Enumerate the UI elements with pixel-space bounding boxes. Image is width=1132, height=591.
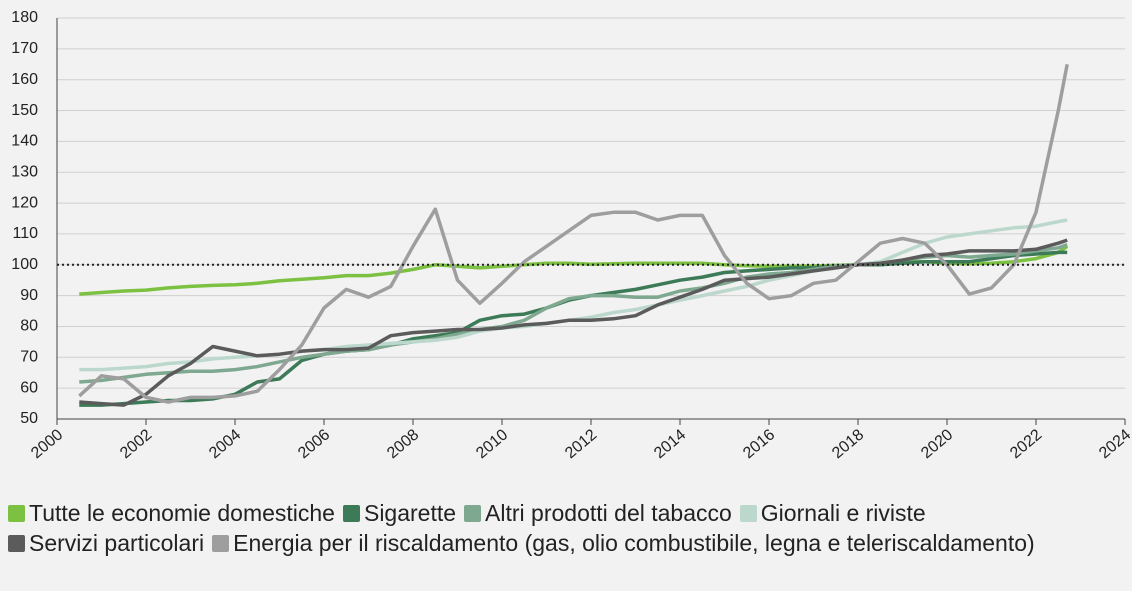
legend-label: Tutte le economie domestiche bbox=[29, 500, 335, 526]
y-tick-label: 140 bbox=[11, 133, 38, 150]
y-tick-label: 130 bbox=[11, 163, 38, 180]
legend-item: Altri prodotti del tabacco bbox=[464, 498, 732, 528]
legend-label: Giornali e riviste bbox=[760, 500, 926, 526]
legend-item: Energia per il riscaldamento (gas, olio … bbox=[212, 528, 1035, 558]
legend-label: Energia per il riscaldamento (gas, olio … bbox=[233, 530, 1035, 556]
legend-item: Giornali e riviste bbox=[739, 498, 926, 528]
y-tick-label: 100 bbox=[11, 256, 38, 273]
x-tick-label: 2014 bbox=[651, 426, 689, 462]
x-tick-label: 2004 bbox=[206, 426, 244, 462]
y-tick-label: 110 bbox=[12, 225, 38, 242]
y-tick-label: 70 bbox=[20, 349, 38, 366]
y-tick-label: 90 bbox=[20, 287, 38, 304]
chart: 50 60 70 80 90 100 110 120 130 140 150 160 170 180 200… bbox=[11, 9, 1132, 462]
legend: Tutte le economie domestiche Sigarette Alt… bbox=[8, 498, 1128, 558]
x-tick-label: 2022 bbox=[1007, 426, 1045, 462]
legend-label: Altri prodotti del tabacco bbox=[485, 500, 732, 526]
legend-swatch bbox=[8, 504, 25, 522]
legend-swatch bbox=[739, 504, 757, 522]
legend-swatch bbox=[212, 534, 230, 552]
series-line bbox=[79, 250, 1068, 407]
legend-label: Sigarette bbox=[363, 500, 457, 526]
series-line bbox=[79, 238, 1068, 407]
legend-swatch bbox=[8, 534, 25, 552]
x-tick-label: 2006 bbox=[295, 426, 333, 462]
x-tick-label: 2002 bbox=[117, 426, 155, 462]
y-tick-label: 170 bbox=[11, 40, 38, 57]
y-tick-label: 60 bbox=[20, 379, 38, 396]
y-tick-label: 50 bbox=[20, 410, 38, 427]
x-tick-label: 2008 bbox=[384, 426, 422, 462]
y-tick-label: 80 bbox=[20, 318, 38, 335]
x-tick-label: 2020 bbox=[918, 426, 956, 462]
x-tick-label: 2012 bbox=[562, 426, 600, 462]
y-tick-label: 180 bbox=[11, 9, 38, 26]
legend-item: Sigarette bbox=[342, 498, 457, 528]
legend-item: Tutte le economie domestiche bbox=[8, 498, 335, 528]
x-tick-label: 2010 bbox=[473, 426, 511, 462]
series-line bbox=[79, 244, 1069, 296]
y-tick-label: 160 bbox=[11, 71, 38, 88]
legend-item: Servizi particolari bbox=[8, 528, 204, 558]
x-tick-label: 2000 bbox=[28, 426, 66, 462]
legend-swatch bbox=[342, 504, 360, 522]
x-tick-label: 2024 bbox=[1096, 426, 1132, 462]
legend-swatch bbox=[464, 504, 482, 522]
x-tick-label: 2018 bbox=[829, 426, 867, 462]
legend-label: Servizi particolari bbox=[29, 530, 205, 556]
series-line bbox=[78, 63, 1069, 404]
y-tick-label: 150 bbox=[11, 102, 38, 119]
y-tick-label: 120 bbox=[11, 194, 38, 211]
x-tick-label: 2016 bbox=[740, 426, 778, 462]
